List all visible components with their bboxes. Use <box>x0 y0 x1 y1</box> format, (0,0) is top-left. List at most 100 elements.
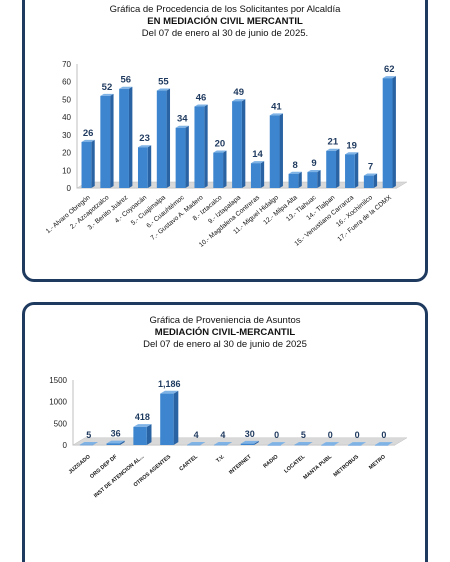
chart1-value-label: 14 <box>252 149 263 160</box>
chart1-value-label: 19 <box>346 140 357 151</box>
chart2-value-label: 0 <box>381 430 386 440</box>
chart1-bar-front <box>345 154 355 188</box>
chart2-bar <box>213 442 232 446</box>
chart1-y-tick: 40 <box>62 113 71 122</box>
chart1-titles: Gráfica de Procedencia de los Solicitant… <box>25 4 425 40</box>
chart2-y-tick: 1500 <box>49 376 67 385</box>
chart1-bar-side <box>204 104 208 188</box>
chart1-bar <box>119 86 133 188</box>
chart2-bar-front <box>187 444 201 446</box>
chart1-date-range: Del 07 de enero al 30 de junio de 2025. <box>141 28 309 39</box>
chart2-bar-front <box>240 443 255 445</box>
chart2-value-label: 36 <box>111 429 121 439</box>
chart2-bar-side <box>119 440 125 445</box>
chart1-y-tick: 30 <box>62 131 71 140</box>
chart1-value-label: 46 <box>196 92 207 103</box>
chart1-bar-top <box>156 88 171 91</box>
chart1-bar <box>194 104 208 188</box>
chart2-value-label: 5 <box>301 430 306 440</box>
chart1-bar-top <box>175 125 189 128</box>
chart2-category-label: INTERNET <box>228 453 253 475</box>
chart1-y-tick: 70 <box>62 60 71 69</box>
chart2-bar-top <box>106 440 125 444</box>
chart1-bar-side <box>336 148 340 188</box>
chart2-category-label: JUZGADO <box>68 454 92 476</box>
chart1-bar-top <box>363 173 378 176</box>
chart2-bar <box>348 442 367 446</box>
chart1-bar-side <box>392 76 396 188</box>
chart1-bar-front <box>156 90 167 188</box>
chart1-bar-top <box>213 150 227 153</box>
chart1-bar-front <box>213 152 224 188</box>
chart2-bar <box>321 442 340 446</box>
chart1-bar-front <box>250 163 261 188</box>
chart2-value-label: 4 <box>220 430 225 440</box>
chart1-bar-front <box>307 172 318 188</box>
chart1-bar-front <box>232 101 242 188</box>
chart1-bar-front <box>194 106 205 188</box>
chart1-bar <box>250 161 265 188</box>
chart1-bar <box>156 88 171 188</box>
chart1-value-label: 56 <box>120 75 131 86</box>
chart1-bar <box>213 150 227 188</box>
chart1-title: Gráfica de Procedencia de los Solicitant… <box>109 4 341 15</box>
chart2-bar <box>294 441 313 446</box>
chart1-bar-side <box>91 139 95 188</box>
chart1-bar <box>175 125 189 188</box>
chart2-bar <box>160 390 179 445</box>
chart1-bar-front <box>288 173 299 188</box>
chart1-value-label: 49 <box>233 87 244 98</box>
chart1-bar-front <box>119 88 129 188</box>
chart2-y-tick: 500 <box>54 419 68 428</box>
chart2-axis-lines <box>72 380 395 446</box>
chart2-bar-top <box>187 442 206 445</box>
chart1-value-label: 20 <box>215 139 226 150</box>
chart1-bar-side <box>317 170 321 188</box>
chart1-bar-side <box>279 113 283 188</box>
chart2-bar <box>374 442 393 446</box>
chart2-value-label: 0 <box>355 430 360 440</box>
chart2-floor <box>72 437 408 446</box>
chart2-bar <box>187 442 206 446</box>
chart1-bar-top <box>345 152 359 155</box>
chart1-bar-side <box>128 86 133 188</box>
chart1-bar-side <box>373 173 378 188</box>
chart1-bar <box>326 148 340 188</box>
chart2-category-label: METROBUS <box>333 454 361 479</box>
chart2-bar <box>106 440 125 445</box>
chart-panel-proveniencia: Gráfica de Proveniencia de Asuntos MEDIA… <box>22 302 428 562</box>
chart1-bar-top <box>250 161 265 164</box>
chart2-bar <box>133 424 152 445</box>
chart1-value-label: 8 <box>293 160 298 171</box>
chart2-bar-side <box>307 441 313 445</box>
chart1-bar-top <box>307 170 321 173</box>
chart1-bar-top <box>81 139 95 142</box>
chart2-bar-side <box>200 442 206 445</box>
chart1-bar <box>269 113 283 188</box>
chart2-bar-front <box>348 445 362 446</box>
chart1-bar-top <box>232 99 246 102</box>
chart2-bar-front <box>133 426 147 445</box>
chart2-bar <box>240 440 259 445</box>
chart1-value-label: 34 <box>177 114 188 125</box>
chart2-bar-side <box>93 441 98 445</box>
chart2-bar-side <box>173 390 179 445</box>
chart2-y-tick: 0 <box>63 441 68 450</box>
chart1-bar-front <box>175 127 186 188</box>
chart1-bar <box>307 170 321 188</box>
chart1-bar <box>288 171 302 188</box>
chart2-value-label: 4 <box>194 430 199 440</box>
chart1-y-tick: 0 <box>67 184 72 193</box>
chart2-bar <box>267 442 286 446</box>
chart2-value-label: 0 <box>274 430 279 440</box>
chart2-category-label: INST DE ATENCION AL... <box>93 454 146 500</box>
chart2-category-label: LOCATEL <box>283 453 307 474</box>
chart1-bar-side <box>185 125 189 188</box>
chart1-bar <box>232 99 246 188</box>
chart2-bar-top <box>213 442 232 445</box>
chart2-bar-top <box>348 442 367 445</box>
chart1-bar-side <box>110 93 114 188</box>
chart1-bar-side <box>241 99 246 188</box>
